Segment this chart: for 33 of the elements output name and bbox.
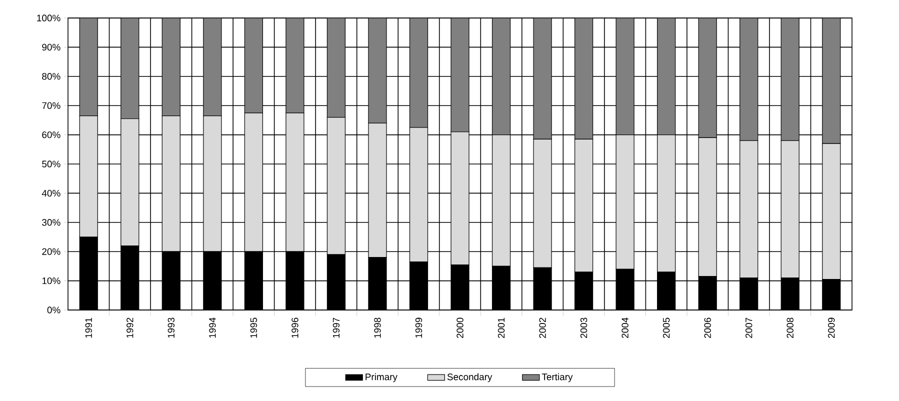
y-tick-label: 70% — [42, 102, 60, 109]
x-tick-label: 2004 — [622, 318, 628, 338]
x-tick-label: 1999 — [415, 318, 422, 338]
x-tick-label: 2005 — [662, 318, 670, 338]
y-tick-label: 20% — [42, 248, 60, 255]
x-tick-label: 2003 — [580, 318, 588, 338]
x-tick-label: 1995 — [250, 318, 258, 338]
x-tick-label: 1994 — [209, 318, 216, 338]
y-tick-label: 10% — [42, 277, 60, 284]
y-tick-label: 80% — [42, 73, 60, 80]
y-tick-label: 40% — [42, 190, 60, 197]
x-tick-label: 2000 — [456, 318, 464, 338]
y-tick-label: 100% — [37, 14, 60, 22]
x-tick-label: 1998 — [374, 318, 381, 338]
x-tick-label: 2006 — [704, 318, 711, 338]
y-tick-label: 30% — [42, 219, 60, 226]
x-tick-label: 2009 — [828, 318, 835, 338]
legend-label: Primary — [366, 373, 398, 382]
x-tick-label: 1992 — [126, 318, 134, 338]
y-tick-label: 90% — [42, 44, 60, 51]
legend-label: Secondary — [447, 373, 492, 382]
x-tick-label: 2008 — [786, 318, 794, 338]
x-tick-label: 1991 — [85, 318, 92, 338]
x-tick-label: 1996 — [292, 318, 298, 338]
y-tick-label: 0% — [47, 306, 60, 314]
legend-label: Tertiary — [542, 373, 573, 382]
x-tick-label: 2002 — [539, 318, 546, 338]
y-tick-label: 60% — [42, 131, 60, 138]
x-tick-label: 1997 — [332, 318, 340, 338]
y-tick-label: 50% — [42, 160, 60, 168]
x-tick-label: 2007 — [746, 318, 752, 338]
x-tick-label: 1993 — [168, 318, 175, 338]
x-tick-label: 2001 — [498, 318, 505, 338]
